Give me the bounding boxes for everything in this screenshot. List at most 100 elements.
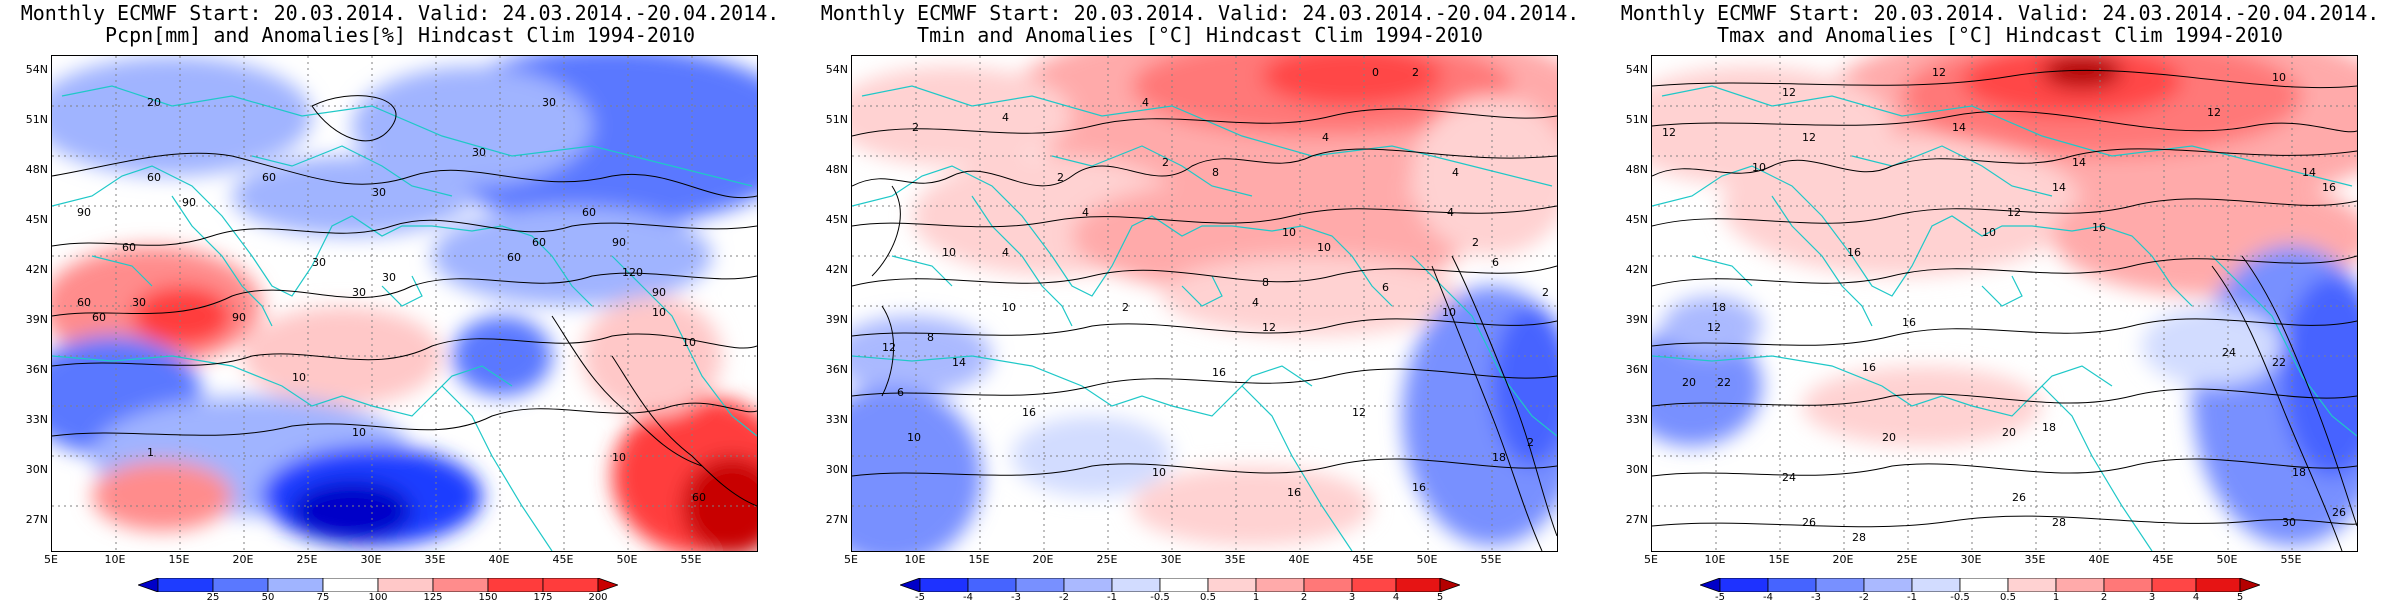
tmin-colorbar	[900, 578, 1460, 592]
contour-label: 6	[897, 386, 904, 399]
lat-label: 54N	[1625, 63, 1648, 76]
tmax-title-line1: Monthly ECMWF Start: 20.03.2014. Valid: …	[1620, 1, 2380, 25]
colorbar-cap-high	[1439, 578, 1460, 592]
contour-label: 28	[2052, 516, 2066, 529]
contour-label: 20	[2002, 426, 2016, 439]
lat-label: 48N	[1625, 163, 1648, 176]
lon-label: 45E	[552, 553, 574, 566]
contour-label: 10	[1442, 306, 1456, 319]
lat-label: 45N	[1625, 213, 1648, 226]
contour-label: 14	[2072, 156, 2086, 169]
colorbar-tick: -2	[1859, 592, 1869, 603]
contour-label: 2	[1542, 286, 1549, 299]
lat-label: 42N	[25, 263, 48, 276]
contour-label: 30	[372, 186, 386, 199]
colorbar-swatch	[1111, 578, 1161, 592]
colorbar-swatch	[1815, 578, 1865, 592]
contour-label: 60	[532, 236, 546, 249]
contour-label: 10	[292, 371, 306, 384]
contour-label: 12	[1352, 406, 1366, 419]
lat-label: 45N	[25, 213, 48, 226]
colorbar-tick: 3	[1348, 592, 1356, 603]
colorbar-swatch	[2103, 578, 2153, 592]
colorbar-tick: -5	[1715, 592, 1725, 603]
lon-label: 40E	[488, 553, 510, 566]
precip-contour-labels: 20 60 30 60 90 90 60 30 60 90 60 30 120 …	[77, 96, 706, 504]
contour-label: 12	[1802, 131, 1816, 144]
lat-label: 30N	[1625, 463, 1648, 476]
tmin-panel: Monthly ECMWF Start: 20.03.2014. Valid: …	[800, 0, 1600, 603]
precip-map-svg: 20 60 30 60 90 90 60 30 60 90 60 30 120 …	[52, 56, 757, 551]
colorbar-swatch	[1351, 578, 1397, 592]
tmin-contours	[852, 108, 1557, 551]
contour-label: 26	[1802, 516, 1816, 529]
contour-label: 12	[2007, 206, 2021, 219]
colorbar-tick: 175	[533, 592, 553, 603]
contour-label: 2	[1162, 156, 1169, 169]
contour-label: 12	[1262, 321, 1276, 334]
contour-label: 10	[1752, 161, 1766, 174]
tmin-contour-labels: 0 4 4 2 2 2 4 8 4 10 6 4 10 4 10 2 6 8 2…	[882, 66, 1549, 499]
colorbar-cap-high	[597, 578, 618, 592]
colorbar-swatch	[157, 578, 214, 592]
lat-label: 36N	[825, 363, 848, 376]
colorbar-tick: -1	[1907, 592, 1917, 603]
contour-label: 0	[1372, 66, 1379, 79]
contour-label: 10	[1002, 301, 1016, 314]
colorbar-tick: -1	[1107, 592, 1117, 603]
colorbar-swatch	[1159, 578, 1209, 592]
lat-label: 54N	[25, 63, 48, 76]
contour-label: 18	[2042, 421, 2056, 434]
contour-label: 60	[692, 491, 706, 504]
contour-label: 30	[542, 96, 556, 109]
contour-label: 4	[1142, 96, 1149, 109]
lon-label: 20E	[1832, 553, 1854, 566]
contour-label: 30	[472, 146, 486, 159]
colorbar-swatch	[2007, 578, 2057, 592]
precip-gridlines	[52, 56, 757, 551]
lon-label: 35E	[1224, 553, 1246, 566]
lat-label: 33N	[1625, 413, 1648, 426]
contour-label: 2	[1057, 171, 1064, 184]
contour-label: 16	[1022, 406, 1036, 419]
contour-label: 22	[1717, 376, 1731, 389]
precip-anomaly-field	[52, 56, 757, 551]
colorbar-tick: 1	[2052, 592, 2060, 603]
lon-label: 40E	[2088, 553, 2110, 566]
colorbar-swatch	[1303, 578, 1353, 592]
contour-label: 20	[147, 96, 161, 109]
tmax-gridlines	[1652, 56, 2357, 551]
lat-label: 30N	[25, 463, 48, 476]
colorbar-tick: -2	[1059, 592, 1069, 603]
contour-label: 10	[1317, 241, 1331, 254]
colorbar-swatch	[967, 578, 1017, 592]
tmax-panel: Monthly ECMWF Start: 20.03.2014. Valid: …	[1600, 0, 2400, 603]
colorbar-cap-low	[138, 578, 159, 592]
lon-label: 50E	[1416, 553, 1438, 566]
colorbar-tick: 0.5	[2000, 592, 2016, 603]
contour-label: 12	[1707, 321, 1721, 334]
lat-label: 39N	[825, 313, 848, 326]
precip-coastlines	[52, 85, 757, 551]
tmax-title-line2: Tmax and Anomalies [°C] Hindcast Clim 19…	[1717, 23, 2283, 47]
lat-label: 39N	[25, 313, 48, 326]
colorbar-tick: 75	[316, 592, 330, 603]
contour-label: 4	[1002, 111, 1009, 124]
contour-label: 4	[1252, 296, 1259, 309]
lat-label: 48N	[25, 163, 48, 176]
colorbar-swatch	[432, 578, 489, 592]
lon-label: 5E	[844, 553, 858, 566]
contour-label: 120	[622, 266, 643, 279]
contour-label: 16	[2092, 221, 2106, 234]
contour-label: 18	[1712, 301, 1726, 314]
lon-label: 10E	[904, 553, 926, 566]
lon-label: 30E	[1160, 553, 1182, 566]
colorbar-swatch	[1063, 578, 1113, 592]
contour-label: 18	[2292, 466, 2306, 479]
contour-label: 6	[1492, 256, 1499, 269]
colorbar-swatch	[1207, 578, 1257, 592]
colorbar-tick: 150	[478, 592, 498, 603]
contour-label: 16	[1862, 361, 1876, 374]
tmin-map-svg: 0 4 4 2 2 2 4 8 4 10 6 4 10 4 10 2 6 8 2…	[852, 56, 1557, 551]
lon-label: 50E	[2216, 553, 2238, 566]
